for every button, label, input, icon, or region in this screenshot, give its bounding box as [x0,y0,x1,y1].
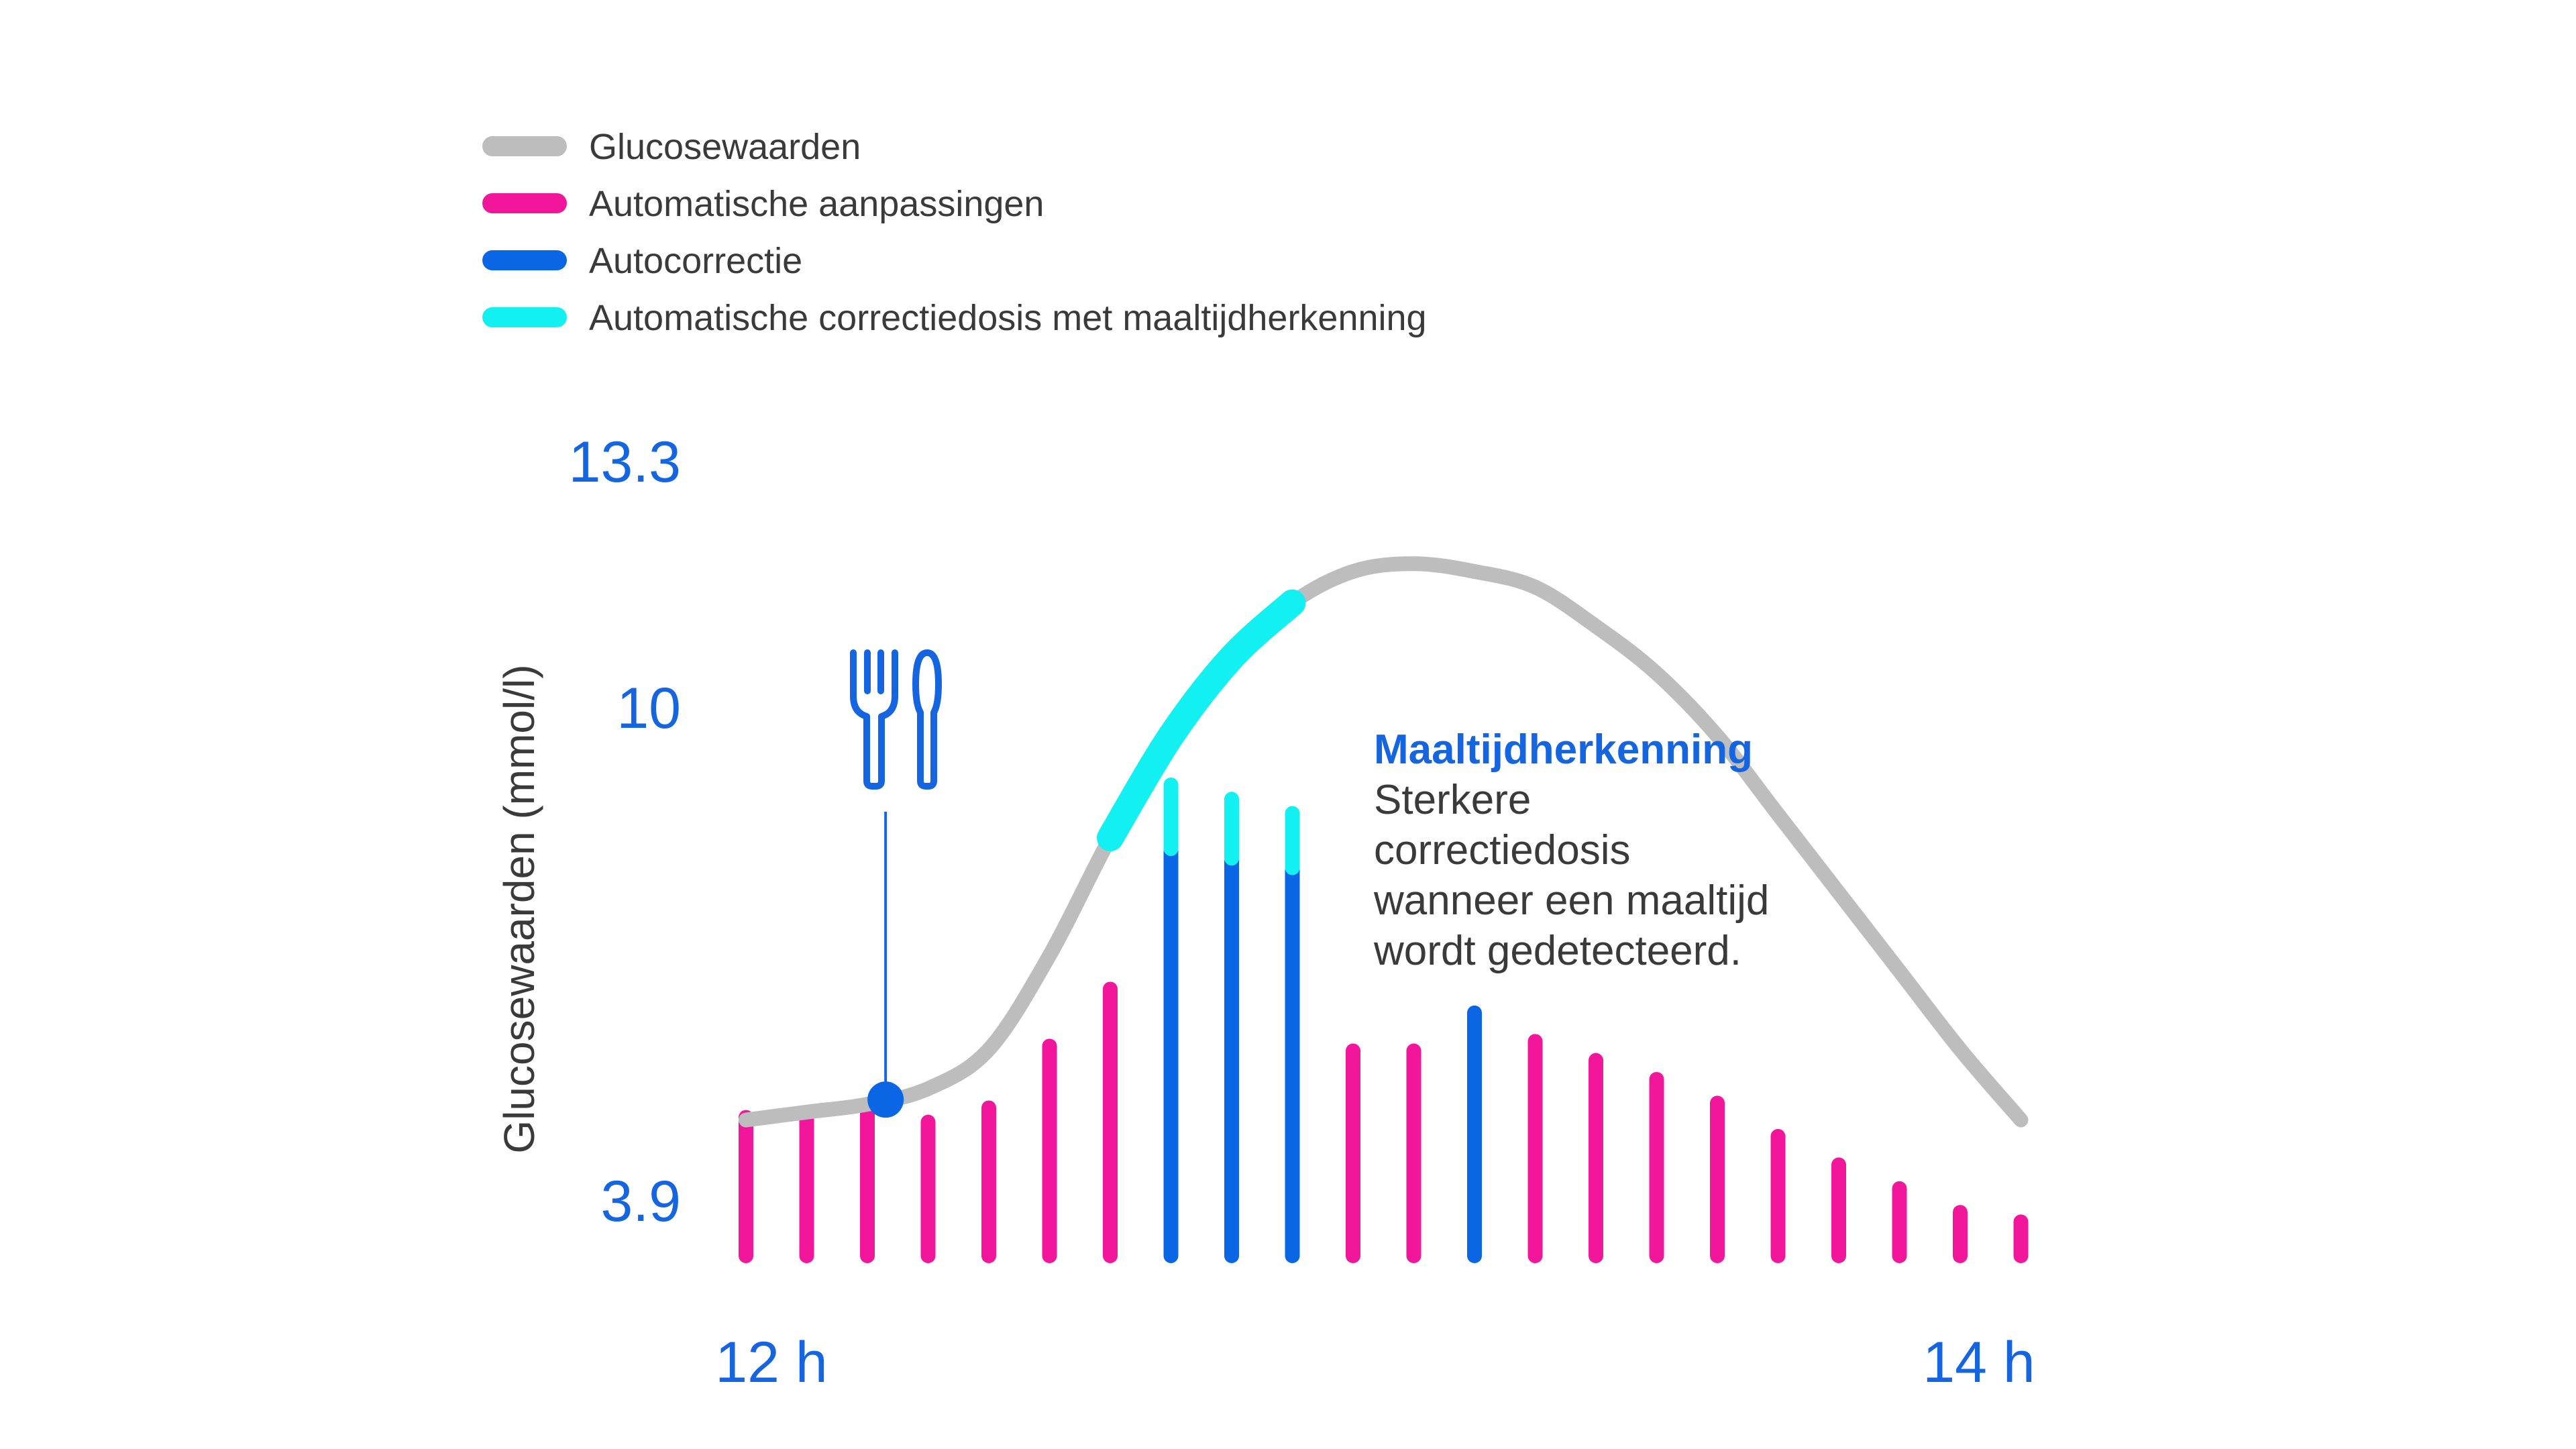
meal-detection-annotation: Maaltijdherkenning Sterkere correctiedos… [1373,727,1769,974]
legend-label-glucose: Glucosewaarden [589,127,861,167]
y-tick-label: 3.9 [600,1169,681,1234]
annotation-line: wordt gedetecteerd. [1373,928,1741,974]
fork-spoon-icon [850,649,942,790]
annotation-title: Maaltijdherkenning [1374,727,1753,773]
annotation-line: correctiedosis [1374,827,1630,873]
annotation-line: wanneer een maaltijd [1373,877,1769,924]
meal-marker-dot [867,1081,904,1118]
legend: Glucosewaarden Automatische aanpassingen… [482,127,1427,338]
legend-item-glucose: Glucosewaarden [482,127,861,167]
annotation-line: Sterkere [1374,777,1531,823]
legend-label-autocorrection: Autocorrectie [589,241,802,281]
glucose-curve-group [739,556,2029,1128]
legend-item-automatic: Automatische aanpassingen [482,184,1044,224]
legend-item-meal-correction: Automatische correctiedosis met maaltijd… [482,298,1427,338]
glucose-curve [739,556,2029,1128]
meal-marker [850,649,942,1118]
legend-label-automatic: Automatische aanpassingen [589,184,1044,224]
legend-label-meal-correction: Automatische correctiedosis met maaltijd… [589,298,1427,338]
x-tick-label: 12 h [715,1330,827,1395]
meal-correction-curve-highlight [1097,589,1306,851]
legend-item-autocorrection: Autocorrectie [482,241,802,281]
y-axis-label: Glucosewaarden (mmol/l) [495,664,543,1153]
x-tick-label: 14 h [1923,1330,2035,1395]
y-tick-label: 13.3 [569,430,681,494]
y-tick-label: 10 [616,676,681,741]
insulin-bars [739,777,2029,1263]
